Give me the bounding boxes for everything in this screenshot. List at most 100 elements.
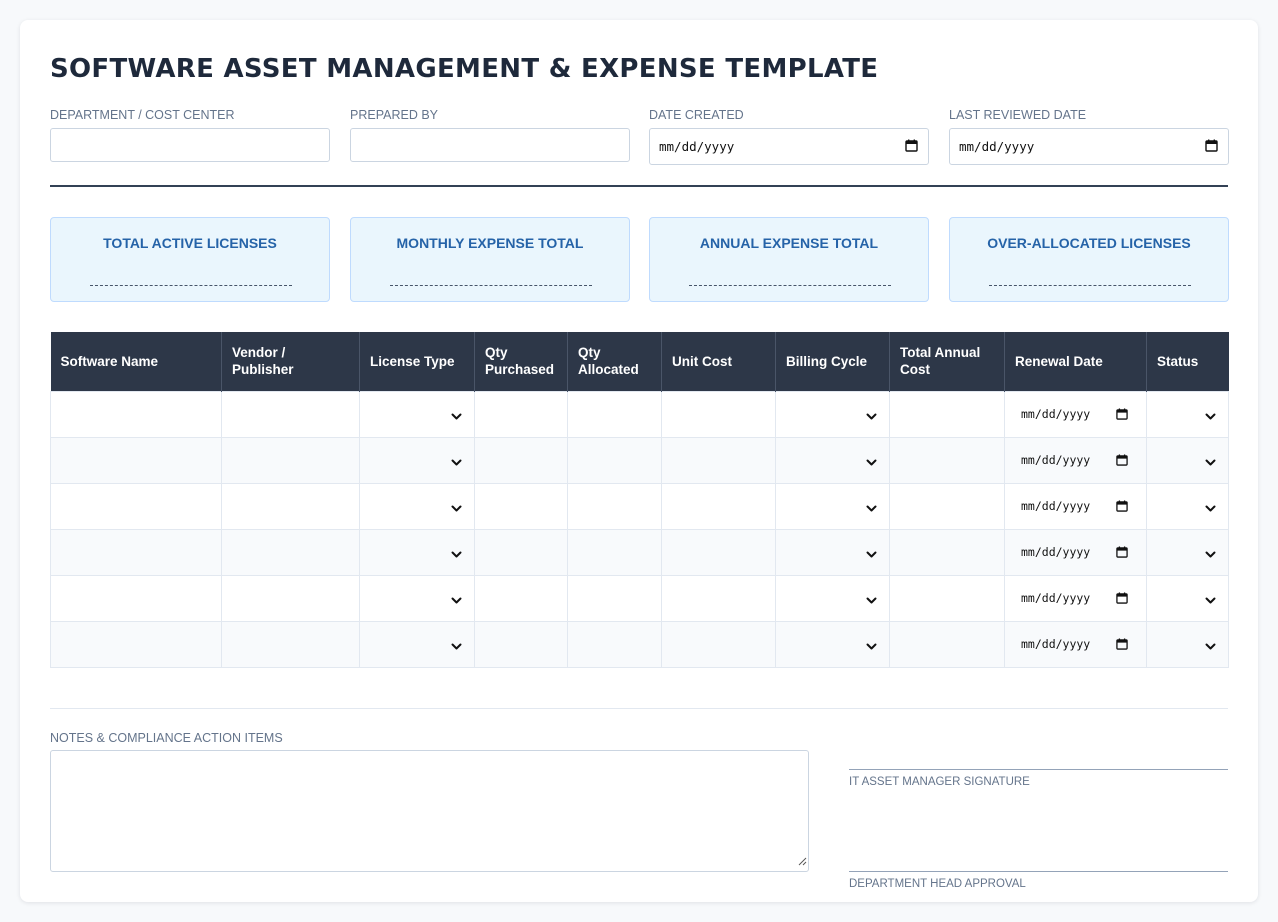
vendor-cell[interactable]	[221, 390, 360, 438]
vendor-cell[interactable]	[221, 482, 360, 530]
unit-cost-cell[interactable]	[661, 528, 776, 576]
resize-grip-icon[interactable]	[798, 851, 807, 870]
status-select[interactable]	[1146, 620, 1229, 668]
software-name-cell[interactable]	[50, 620, 222, 668]
unit-cost-cell[interactable]	[661, 436, 776, 484]
qty-purchased-cell[interactable]	[474, 620, 568, 668]
status-select[interactable]	[1146, 528, 1229, 576]
chevron-down-icon[interactable]	[451, 589, 462, 608]
calendar-icon[interactable]	[905, 137, 918, 156]
total-annual-cost-cell[interactable]	[889, 620, 1005, 668]
select-control[interactable]	[1147, 576, 1228, 621]
calendar-icon[interactable]	[1116, 497, 1128, 516]
qty-purchased-cell[interactable]	[474, 574, 568, 622]
select-control[interactable]	[1147, 622, 1228, 667]
billing-cycle-select[interactable]	[775, 436, 890, 484]
chevron-down-icon[interactable]	[451, 405, 462, 424]
select-control[interactable]	[1147, 530, 1228, 575]
renewal-date-input[interactable]: mm/dd/yyyy	[1004, 482, 1147, 530]
chevron-down-icon[interactable]	[1205, 589, 1216, 608]
status-select[interactable]	[1146, 436, 1229, 484]
qty-allocated-cell[interactable]	[567, 574, 662, 622]
total-annual-cost-cell[interactable]	[889, 528, 1005, 576]
chevron-down-icon[interactable]	[1205, 497, 1216, 516]
status-select[interactable]	[1146, 390, 1229, 438]
renewal-date-input[interactable]: mm/dd/yyyy	[1004, 390, 1147, 438]
license-type-select[interactable]	[359, 574, 475, 622]
chevron-down-icon[interactable]	[866, 589, 877, 608]
select-control[interactable]	[360, 530, 474, 575]
unit-cost-cell[interactable]	[661, 390, 776, 438]
vendor-cell[interactable]	[221, 620, 360, 668]
select-control[interactable]	[1147, 484, 1228, 529]
select-control[interactable]	[776, 438, 889, 483]
chevron-down-icon[interactable]	[866, 543, 877, 562]
total-annual-cost-cell[interactable]	[889, 574, 1005, 622]
renewal-date-input[interactable]: mm/dd/yyyy	[1004, 574, 1147, 622]
select-control[interactable]	[360, 392, 474, 437]
billing-cycle-select[interactable]	[775, 390, 890, 438]
total-annual-cost-cell[interactable]	[889, 390, 1005, 438]
select-control[interactable]	[776, 530, 889, 575]
calendar-icon[interactable]	[1116, 635, 1128, 654]
license-type-select[interactable]	[359, 620, 475, 668]
date-control[interactable]: mm/dd/yyyy	[1005, 576, 1146, 621]
select-control[interactable]	[360, 438, 474, 483]
chevron-down-icon[interactable]	[451, 635, 462, 654]
department-input[interactable]	[50, 128, 330, 162]
billing-cycle-select[interactable]	[775, 620, 890, 668]
qty-allocated-cell[interactable]	[567, 528, 662, 576]
chevron-down-icon[interactable]	[451, 451, 462, 470]
vendor-cell[interactable]	[221, 436, 360, 484]
select-control[interactable]	[776, 576, 889, 621]
select-control[interactable]	[1147, 438, 1228, 483]
chevron-down-icon[interactable]	[451, 497, 462, 516]
billing-cycle-select[interactable]	[775, 574, 890, 622]
renewal-date-input[interactable]: mm/dd/yyyy	[1004, 436, 1147, 484]
qty-allocated-cell[interactable]	[567, 436, 662, 484]
date-control[interactable]: mm/dd/yyyy	[1005, 392, 1146, 437]
date-control[interactable]: mm/dd/yyyy	[1005, 530, 1146, 575]
unit-cost-cell[interactable]	[661, 574, 776, 622]
calendar-icon[interactable]	[1205, 137, 1218, 156]
calendar-icon[interactable]	[1116, 451, 1128, 470]
select-control[interactable]	[1147, 392, 1228, 437]
unit-cost-cell[interactable]	[661, 482, 776, 530]
qty-allocated-cell[interactable]	[567, 620, 662, 668]
chevron-down-icon[interactable]	[866, 451, 877, 470]
prepared-by-input[interactable]	[350, 128, 630, 162]
qty-purchased-cell[interactable]	[474, 436, 568, 484]
calendar-icon[interactable]	[1116, 589, 1128, 608]
qty-purchased-cell[interactable]	[474, 528, 568, 576]
vendor-cell[interactable]	[221, 528, 360, 576]
select-control[interactable]	[360, 484, 474, 529]
software-name-cell[interactable]	[50, 436, 222, 484]
total-annual-cost-cell[interactable]	[889, 482, 1005, 530]
chevron-down-icon[interactable]	[451, 543, 462, 562]
select-control[interactable]	[360, 576, 474, 621]
calendar-icon[interactable]	[1116, 405, 1128, 424]
notes-textarea[interactable]	[50, 750, 809, 872]
renewal-date-input[interactable]: mm/dd/yyyy	[1004, 620, 1147, 668]
select-control[interactable]	[776, 622, 889, 667]
chevron-down-icon[interactable]	[866, 635, 877, 654]
calendar-icon[interactable]	[1116, 543, 1128, 562]
chevron-down-icon[interactable]	[1205, 543, 1216, 562]
chevron-down-icon[interactable]	[866, 405, 877, 424]
software-name-cell[interactable]	[50, 390, 222, 438]
chevron-down-icon[interactable]	[866, 497, 877, 516]
select-control[interactable]	[360, 622, 474, 667]
dept-head-signature-line[interactable]	[849, 871, 1228, 872]
chevron-down-icon[interactable]	[1205, 635, 1216, 654]
billing-cycle-select[interactable]	[775, 528, 890, 576]
select-control[interactable]	[776, 484, 889, 529]
vendor-cell[interactable]	[221, 574, 360, 622]
billing-cycle-select[interactable]	[775, 482, 890, 530]
software-name-cell[interactable]	[50, 574, 222, 622]
chevron-down-icon[interactable]	[1205, 405, 1216, 424]
license-type-select[interactable]	[359, 528, 475, 576]
total-annual-cost-cell[interactable]	[889, 436, 1005, 484]
it-manager-signature-line[interactable]	[849, 769, 1228, 770]
renewal-date-input[interactable]: mm/dd/yyyy	[1004, 528, 1147, 576]
software-name-cell[interactable]	[50, 482, 222, 530]
